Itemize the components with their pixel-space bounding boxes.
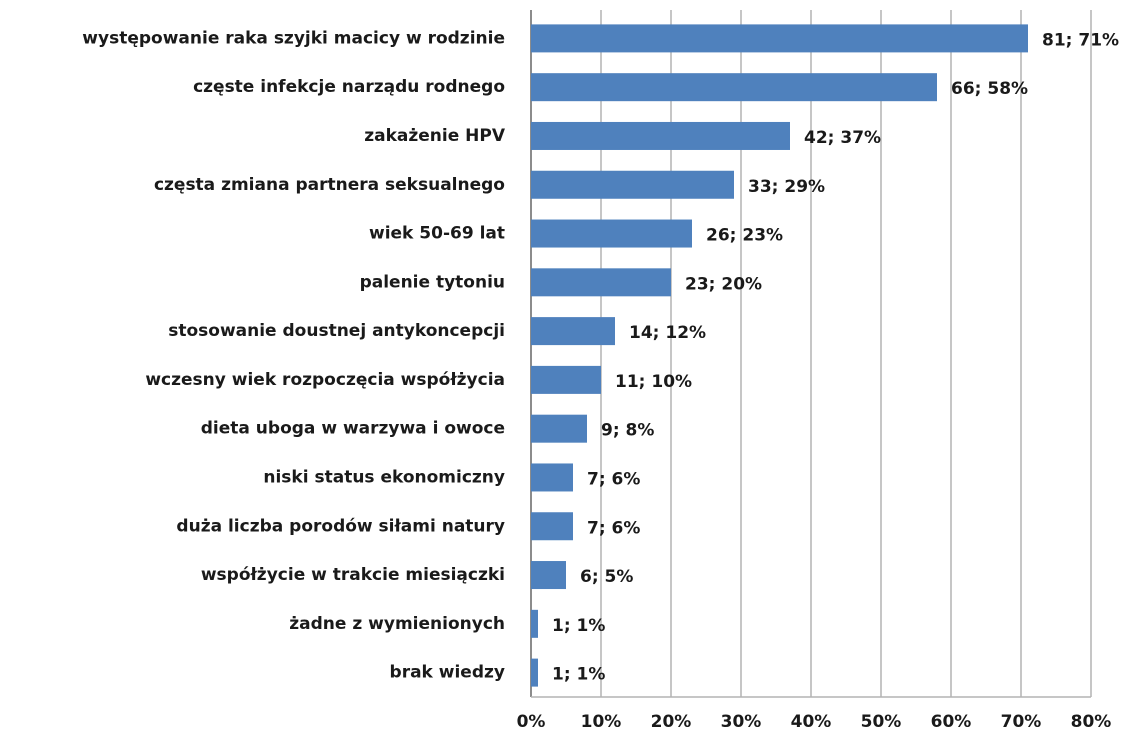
x-tick-label: 70% [1001, 712, 1042, 732]
value-label: 26; 23% [706, 226, 783, 246]
y-tick-label: częsta zmiana partnera seksualnego [154, 175, 505, 195]
value-label: 33; 29% [748, 177, 825, 197]
bar [531, 170, 734, 199]
x-tick-label: 20% [651, 712, 692, 732]
value-label: 1; 1% [552, 616, 605, 636]
y-tick-label: występowanie raka szyjki macicy w rodzin… [82, 28, 505, 48]
bar [531, 609, 538, 638]
value-label: 23; 20% [685, 274, 762, 294]
x-tick-label: 0% [517, 712, 546, 732]
y-tick-label: współżycie w trakcie miesiączki [201, 565, 505, 585]
y-tick-label: częste infekcje narządu rodnego [193, 77, 505, 97]
bar [531, 561, 566, 590]
value-label: 81; 71% [1042, 30, 1119, 50]
value-label: 7; 6% [587, 518, 640, 538]
y-tick-label: zakażenie HPV [364, 126, 506, 146]
x-tick-label: 60% [931, 712, 972, 732]
bar [531, 512, 573, 541]
bar [531, 24, 1028, 53]
bar [531, 219, 692, 248]
value-label: 66; 58% [951, 79, 1028, 99]
y-tick-label: duża liczba porodów siłami natury [176, 516, 505, 536]
value-label: 11; 10% [615, 372, 692, 392]
y-tick-label: wczesny wiek rozpoczęcia współżycia [145, 370, 505, 390]
bar [531, 365, 601, 394]
value-label: 9; 8% [601, 421, 654, 441]
y-tick-label: wiek 50-69 lat [369, 224, 505, 244]
bar [531, 121, 790, 150]
x-tick-label: 30% [721, 712, 762, 732]
bar [531, 463, 573, 492]
x-tick-label: 80% [1071, 712, 1112, 732]
value-label: 6; 5% [580, 567, 633, 587]
y-tick-label: palenie tytoniu [360, 272, 505, 292]
y-tick-label: brak wiedzy [390, 663, 505, 683]
y-tick-label: dieta uboga w warzywa i owoce [201, 419, 505, 439]
value-label: 1; 1% [552, 665, 605, 685]
y-tick-label: stosowanie doustnej antykoncepcji [168, 321, 505, 341]
bar [531, 658, 538, 687]
x-tick-label: 10% [581, 712, 622, 732]
bar [531, 268, 671, 297]
y-tick-label: niski status ekonomiczny [263, 467, 505, 487]
bar [531, 414, 587, 443]
x-tick-label: 40% [791, 712, 832, 732]
value-label: 42; 37% [804, 128, 881, 148]
y-tick-label: żadne z wymienionych [289, 614, 505, 634]
bar [531, 73, 937, 102]
value-label: 14; 12% [629, 323, 706, 343]
x-tick-label: 50% [861, 712, 902, 732]
value-label: 7; 6% [587, 469, 640, 489]
bar [531, 317, 615, 346]
